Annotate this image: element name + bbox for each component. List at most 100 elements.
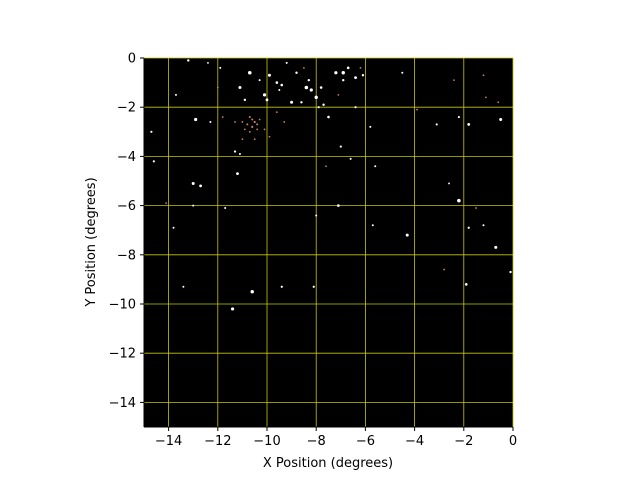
star-point xyxy=(258,79,261,82)
y-tick-label: −14 xyxy=(109,396,136,411)
star-point xyxy=(174,93,177,96)
x-tick-label: −10 xyxy=(253,434,280,449)
star-point xyxy=(152,160,155,163)
star-point xyxy=(250,290,254,294)
plot-area xyxy=(144,57,514,427)
star-point xyxy=(342,78,345,82)
star-point xyxy=(327,115,330,119)
star-point xyxy=(280,285,283,288)
star-point xyxy=(317,106,320,109)
star-point xyxy=(230,307,235,311)
y-tick-label: −10 xyxy=(109,298,136,313)
star-point xyxy=(448,182,450,185)
y-tick-label: −8 xyxy=(117,248,136,263)
star-point xyxy=(334,71,338,75)
star-point xyxy=(401,71,404,74)
y-tick-label: −4 xyxy=(117,150,136,165)
star-point xyxy=(464,283,468,286)
star-point xyxy=(275,111,278,114)
x-tick-label: 0 xyxy=(509,434,517,449)
star-point xyxy=(337,204,340,207)
star-point xyxy=(405,233,409,237)
plot-background xyxy=(144,58,513,427)
star-point xyxy=(256,128,259,131)
star-point xyxy=(443,268,446,271)
grid-lines xyxy=(144,57,514,427)
axes: −14 −12 −10 −8 −6 −4 −2 0 0 −2 −4 −6 −8 −10 −12 −14 xyxy=(109,52,518,450)
x-tick-label: −4 xyxy=(405,434,424,449)
star-point xyxy=(369,125,372,128)
star-point xyxy=(262,93,267,97)
x-tick-label: −12 xyxy=(204,434,231,449)
star-point xyxy=(457,115,460,119)
star-point xyxy=(150,130,153,133)
y-tick-label: −12 xyxy=(109,347,136,362)
star-point xyxy=(251,118,254,121)
faint-star-series xyxy=(165,66,500,271)
star-point xyxy=(494,245,498,249)
star-point xyxy=(194,117,198,122)
star-point xyxy=(285,61,288,64)
star-point xyxy=(346,66,350,70)
star-point xyxy=(221,116,224,118)
star-point xyxy=(290,100,294,104)
star-point xyxy=(236,172,239,176)
star-point xyxy=(416,108,418,111)
star-point xyxy=(475,207,477,209)
star-point xyxy=(248,130,251,133)
star-point xyxy=(224,207,227,210)
star-point xyxy=(191,181,195,185)
star-point xyxy=(341,71,345,75)
star-point xyxy=(435,123,438,126)
star-point xyxy=(467,123,471,126)
star-point xyxy=(467,226,470,229)
star-point xyxy=(258,118,261,121)
star-point xyxy=(283,121,286,123)
star-point xyxy=(256,123,259,126)
star-point xyxy=(337,94,340,96)
star-points xyxy=(150,59,512,311)
star-point xyxy=(253,120,256,124)
star-point xyxy=(219,66,222,69)
star-point xyxy=(209,120,212,123)
star-point xyxy=(216,86,219,89)
star-point xyxy=(241,121,244,123)
star-point xyxy=(280,83,284,87)
y-axis-label: Y Position (degrees) xyxy=(84,177,99,307)
y-axis-ticks: 0 −2 −4 −6 −8 −10 −12 −14 xyxy=(109,52,144,411)
bright-star-series xyxy=(150,59,512,311)
star-point xyxy=(187,59,190,62)
star-point xyxy=(192,204,195,207)
x-axis-label: X Position (degrees) xyxy=(263,456,393,471)
star-point xyxy=(182,285,185,288)
star-point xyxy=(275,81,279,84)
star-point xyxy=(319,86,323,89)
star-point xyxy=(312,285,315,288)
star-point xyxy=(509,270,512,274)
star-point xyxy=(263,128,266,131)
star-point xyxy=(354,76,357,80)
star-point xyxy=(199,184,202,188)
star-point xyxy=(322,103,325,106)
star-point xyxy=(295,71,298,74)
star-point xyxy=(482,224,485,227)
star-point xyxy=(207,62,209,64)
star-point xyxy=(300,101,303,104)
star-point xyxy=(325,165,327,168)
star-point xyxy=(243,98,247,102)
star-point xyxy=(243,128,246,131)
x-axis-ticks: −14 −12 −10 −8 −6 −4 −2 0 xyxy=(155,427,517,449)
star-point xyxy=(359,66,362,69)
star-point xyxy=(457,198,461,203)
star-point xyxy=(233,150,237,153)
star-point xyxy=(247,70,252,75)
star-point xyxy=(268,135,271,138)
star-point xyxy=(361,74,365,77)
x-tick-label: −14 xyxy=(155,434,182,449)
star-point xyxy=(315,214,318,217)
y-tick-label: 0 xyxy=(128,52,136,67)
star-point xyxy=(234,121,236,123)
star-point xyxy=(278,88,281,91)
star-point xyxy=(371,224,374,227)
